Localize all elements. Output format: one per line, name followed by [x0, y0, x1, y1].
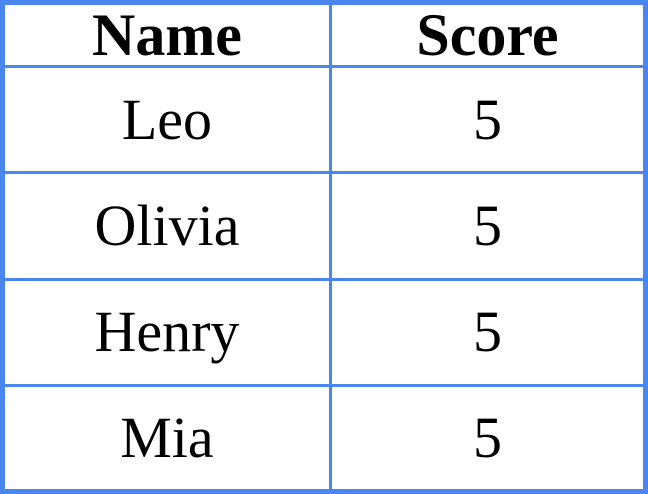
- column-header-name: Name: [1, 1, 332, 68]
- table-row: Olivia 5: [1, 171, 648, 281]
- header-row: Name Score: [1, 1, 648, 68]
- cell-name: Leo: [1, 64, 332, 175]
- cell-name: Mia: [1, 383, 332, 494]
- cell-name: Olivia: [1, 171, 332, 281]
- table-row: Leo 5: [1, 64, 648, 175]
- cell-score: 5: [328, 383, 648, 494]
- column-header-score: Score: [328, 1, 648, 68]
- cell-score: 5: [328, 64, 648, 175]
- cell-name: Henry: [1, 277, 332, 387]
- table-row: Henry 5: [1, 277, 648, 387]
- cell-score: 5: [328, 277, 648, 387]
- table-row: Mia 5: [1, 383, 648, 494]
- cell-score: 5: [328, 171, 648, 281]
